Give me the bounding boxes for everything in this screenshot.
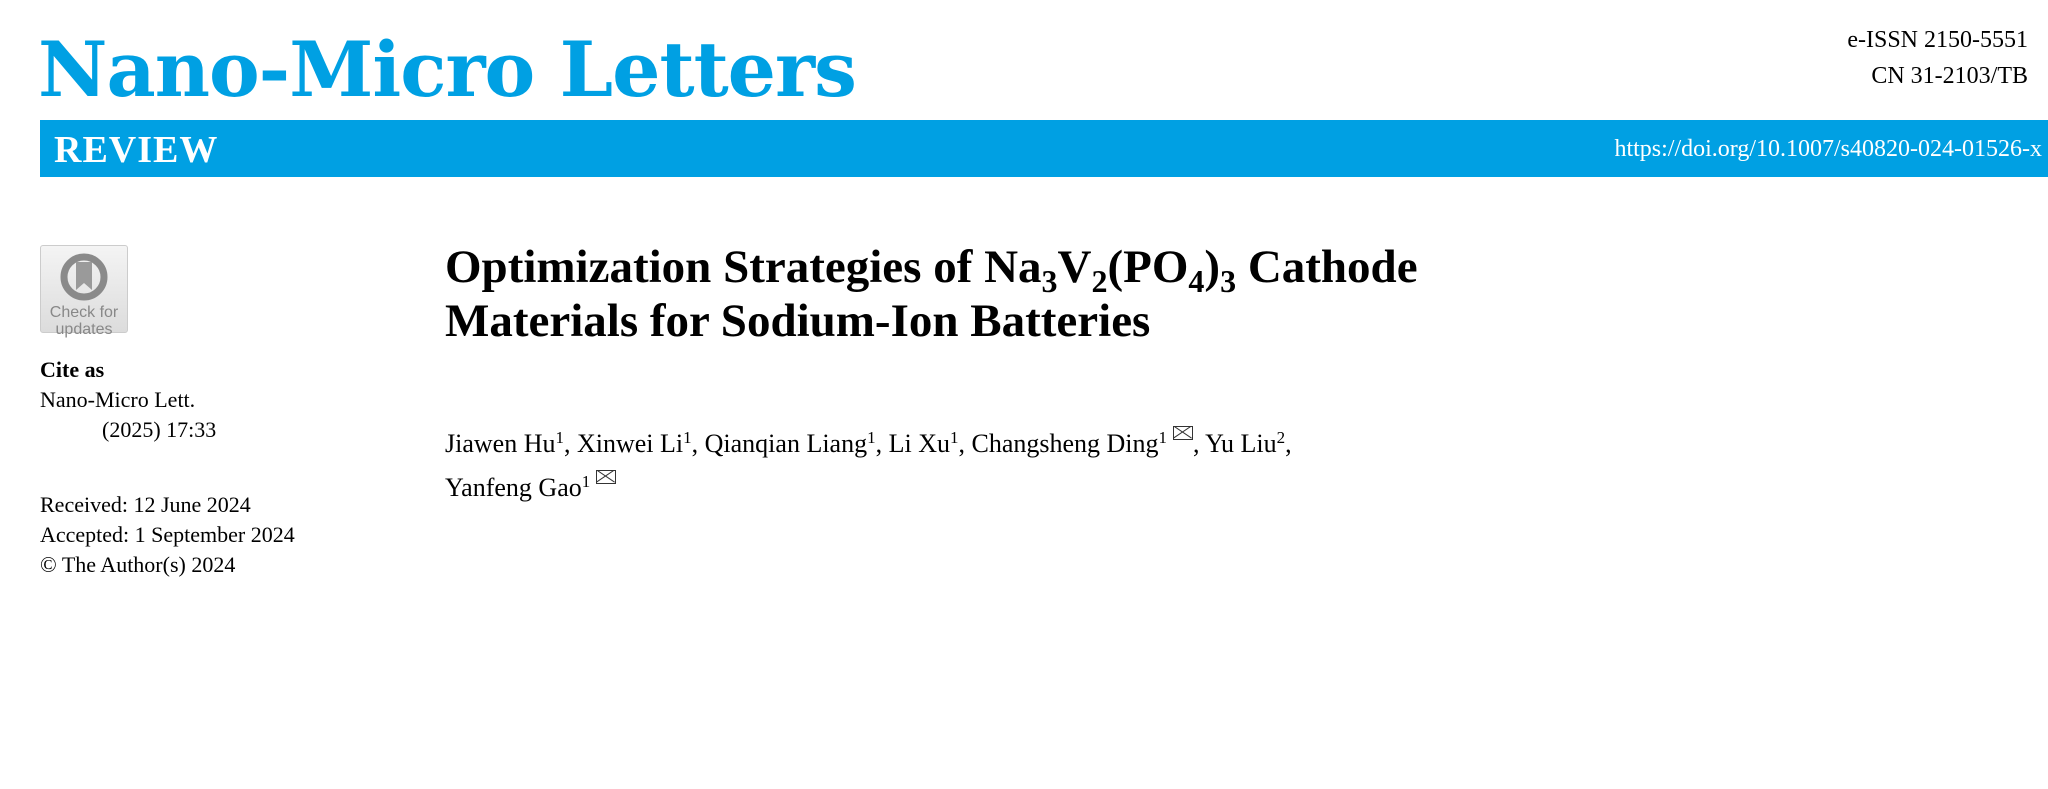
author[interactable]: Yanfeng Gao1 (445, 470, 617, 502)
email-icon[interactable] (596, 470, 617, 484)
author[interactable]: Xinwei Li1 (576, 428, 692, 458)
received-date: Received: 12 June 2024 (40, 492, 251, 517)
author[interactable]: Yu Liu2 (1205, 428, 1286, 458)
bookmark-circle-icon (60, 253, 108, 301)
eissn: e-ISSN 2150-5551 (1847, 27, 2028, 53)
header-banner: REVIEW https://doi.org/10.1007/s40820-02… (40, 120, 2048, 177)
author[interactable]: Qianqian Liang1 (704, 428, 876, 458)
article-title: Optimization Strategies of Na3V2(PO4)3 C… (445, 241, 1418, 347)
doi-link[interactable]: https://doi.org/10.1007/s40820-024-01526… (1614, 136, 2042, 162)
cn-number: CN 31-2103/TB (1871, 63, 2028, 89)
author-list: Jiawen Hu1, Xinwei Li1, Qianqian Liang1,… (445, 426, 1292, 502)
check-for-updates-badge[interactable]: Check for updates (40, 245, 128, 338)
author[interactable]: Jiawen Hu1 (445, 428, 564, 458)
email-icon[interactable] (1173, 426, 1194, 440)
cite-journal: Nano-Micro Lett. (40, 387, 196, 412)
article-type: REVIEW (54, 129, 219, 171)
journal-logo: Nano-Micro Letters (38, 25, 857, 114)
accepted-date: Accepted: 1 September 2024 (40, 522, 295, 547)
cite-ref: (2025) 17:33 (102, 417, 217, 442)
author[interactable]: Li Xu1 (888, 428, 959, 458)
journal-identifiers: e-ISSN 2150-5551 CN 31-2103/TB (1847, 22, 2028, 94)
copyright: © The Author(s) 2024 (40, 552, 236, 577)
author[interactable]: Changsheng Ding1 (971, 426, 1194, 458)
citation-block: Cite as Nano-Micro Lett. (2025) 17:33 (40, 355, 216, 445)
cite-heading: Cite as (40, 357, 105, 382)
dates-block: Received: 12 June 2024 Accepted: 1 Septe… (40, 490, 295, 580)
